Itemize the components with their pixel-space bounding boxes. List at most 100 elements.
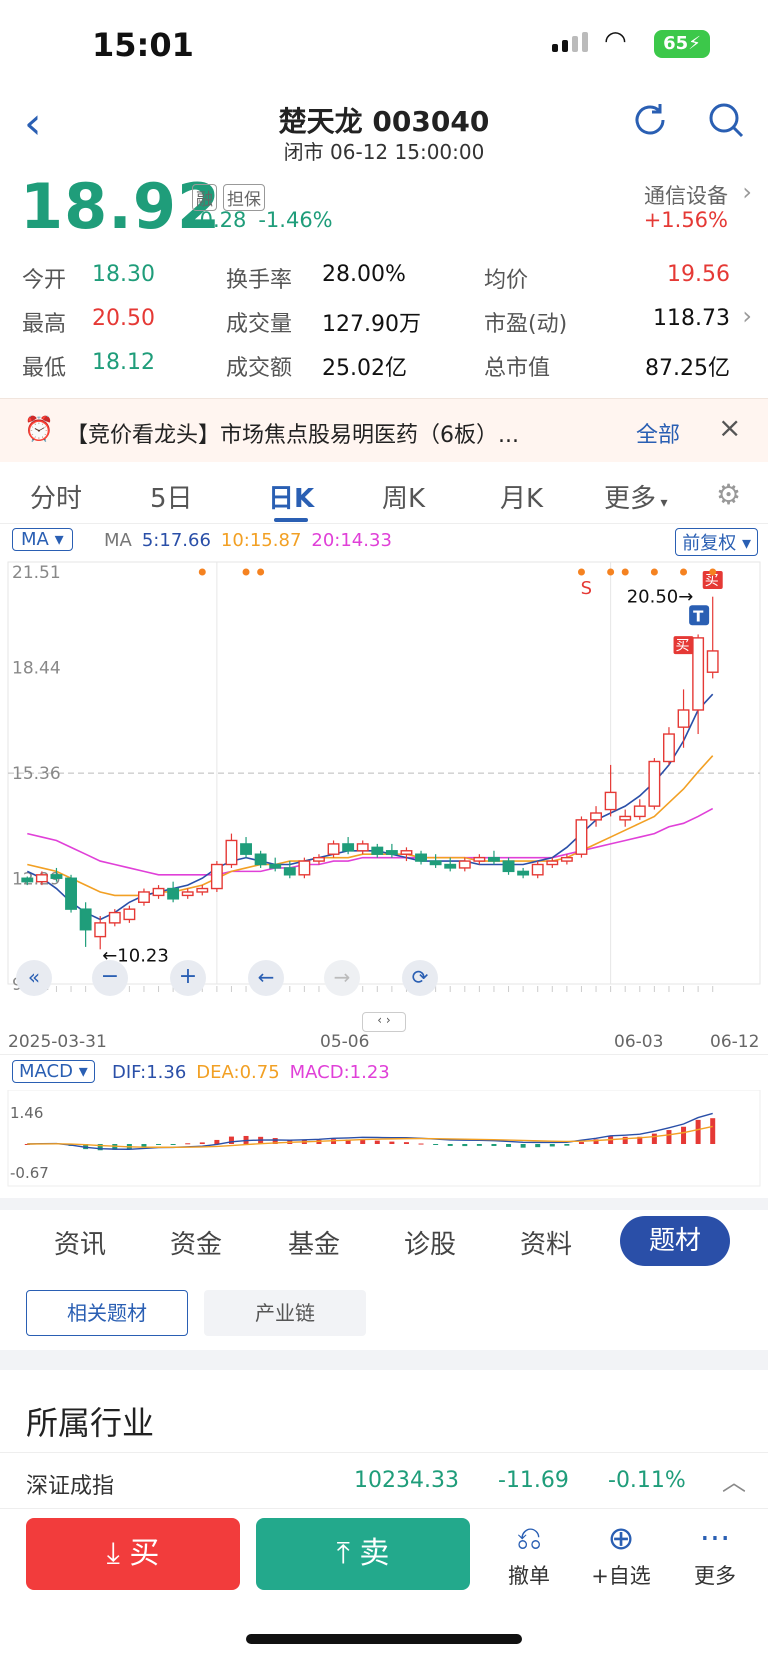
macd-dea: DEA:0.75 — [196, 1062, 280, 1083]
macd-ytick-bottom: -0.67 — [10, 1164, 49, 1182]
event-dot — [680, 568, 688, 576]
macd-bar — [331, 1139, 337, 1144]
back-icon[interactable]: ‹ — [24, 98, 42, 149]
tab-weekly-k[interactable]: 周K — [382, 484, 426, 514]
candle-body — [327, 843, 340, 855]
divider — [0, 1452, 768, 1453]
sell-button[interactable]: ⤒ 卖 — [256, 1518, 470, 1590]
event-dot — [650, 568, 658, 576]
wifi-icon: ◠ — [604, 26, 627, 56]
close-icon[interactable]: × — [718, 411, 742, 444]
tab-news[interactable]: 资讯 — [54, 1230, 107, 1260]
news-banner[interactable]: ⏰ 【竞价看龙头】市场焦点股易明医药（6板）... 全部 × — [0, 398, 768, 462]
rotate-screen-icon[interactable]: ⟳ — [402, 960, 438, 996]
minus-icon[interactable]: − — [92, 960, 128, 996]
turnover-rate-label: 换手率 — [226, 268, 293, 293]
macd-bar — [345, 1139, 351, 1144]
macd-bar — [403, 1142, 409, 1144]
candle-body — [692, 637, 705, 711]
more-button[interactable]: ··· 更多 — [680, 1518, 750, 1590]
tab-profile[interactable]: 资料 — [520, 1230, 573, 1260]
sector-change: +1.56% — [643, 208, 728, 232]
ma10-line — [27, 755, 714, 897]
candle-body — [167, 887, 180, 900]
more-dots-icon: ··· — [699, 1519, 731, 1557]
macd-bar — [681, 1126, 687, 1144]
macd-frame — [7, 1090, 761, 1187]
tab-funds[interactable]: 资金 — [170, 1230, 223, 1260]
news-all-link[interactable]: 全部 — [636, 423, 681, 448]
refresh-icon[interactable] — [630, 100, 670, 144]
macd-select[interactable]: MACD ▾ — [12, 1060, 95, 1083]
sell-label: 卖 — [359, 1536, 390, 1571]
ma-select[interactable]: MA ▾ — [12, 528, 73, 551]
arrow-right-icon[interactable]: → — [324, 960, 360, 996]
candle-body — [342, 843, 355, 852]
macd-bar — [593, 1139, 599, 1144]
chart-resize-handle[interactable]: ‹ › — [362, 1012, 406, 1032]
ma10-value: 10:15.87 — [220, 530, 302, 551]
tab-theme[interactable]: 题材 — [620, 1216, 730, 1266]
settings-icon[interactable]: ⚙ — [716, 478, 742, 511]
tab-diagnose[interactable]: 诊股 — [404, 1230, 457, 1260]
buy-button[interactable]: ⤓ 买 — [26, 1518, 240, 1590]
kline-chart-area[interactable]: MA ▾ MA 5:17.66 10:15.87 20:14.33 前复权 ▾ … — [0, 524, 768, 1200]
tab-monthly-k[interactable]: 月K — [500, 484, 544, 514]
add-watchlist-button[interactable]: ⊕ +自选 — [586, 1518, 656, 1590]
tab-active-indicator — [274, 518, 308, 522]
macd-bar — [374, 1140, 380, 1144]
battery-level: 65 — [663, 33, 689, 54]
x-label-0603: 06-03 — [614, 1032, 664, 1052]
macd-bar — [651, 1133, 657, 1144]
y-tick-label: 15.36 — [12, 764, 61, 784]
sector-name[interactable]: 通信设备 — [644, 184, 728, 208]
macd-bar — [228, 1136, 234, 1144]
macd-bar — [214, 1139, 220, 1144]
x-label-start: 2025-03-31 — [8, 1032, 107, 1052]
adjust-select[interactable]: 前复权 ▾ — [675, 528, 758, 556]
macd-select-label: MACD — [19, 1061, 73, 1082]
candle-body — [663, 733, 675, 763]
macd-bar — [506, 1144, 512, 1147]
y-tick-label: 21.51 — [12, 563, 61, 583]
tab-daily-k[interactable]: 日K — [268, 484, 315, 514]
related-themes-tab[interactable]: 相关题材 — [26, 1290, 188, 1336]
news-text[interactable]: 【竞价看龙头】市场焦点股易明医药（6板）... — [66, 423, 519, 448]
event-dot — [257, 568, 265, 576]
amount-value: 25.02亿 — [322, 356, 407, 381]
pe-value: 118.73 — [653, 306, 730, 331]
mcap-value: 87.25亿 — [645, 356, 730, 381]
macd-bar — [156, 1144, 162, 1145]
macd-bar — [418, 1143, 424, 1145]
tab-more[interactable]: 更多 ▾ — [604, 478, 668, 515]
kline-xaxis — [0, 1008, 768, 1009]
macd-ytick-top: 1.46 — [10, 1104, 44, 1122]
pe-label[interactable]: 市盈(动) — [484, 312, 568, 337]
chevron-up-icon[interactable]: ︿ — [722, 1468, 746, 1496]
zoom-out-icon[interactable]: « — [16, 960, 52, 996]
current-price: 18.92 — [20, 170, 222, 243]
index-name: 深证成指 — [26, 1474, 115, 1499]
tab-5day[interactable]: 5日 — [150, 484, 193, 514]
cancel-order-button[interactable]: ⎌ 撤单 — [494, 1518, 564, 1590]
industry-chain-tab[interactable]: 产业链 — [204, 1290, 366, 1336]
macd-bar — [360, 1139, 366, 1144]
arrow-left-icon[interactable]: ← — [248, 960, 284, 996]
macd-bar — [97, 1144, 103, 1151]
alarm-icon: ⏰ — [24, 415, 54, 443]
sell-signal: S — [581, 578, 592, 599]
tab-fund[interactable]: 基金 — [288, 1230, 341, 1260]
low-label: 最低 — [22, 356, 67, 381]
ma-select-label: MA — [21, 529, 49, 550]
adjust-label: 前复权 — [682, 533, 737, 554]
cellular-signal-icon — [552, 32, 588, 52]
search-icon[interactable] — [706, 100, 746, 144]
price-change: -0.28 — [192, 208, 247, 232]
macd-bar — [185, 1143, 191, 1145]
tab-intraday[interactable]: 分时 — [30, 484, 83, 514]
plus-icon[interactable]: + — [170, 960, 206, 996]
open-value: 18.30 — [92, 262, 155, 287]
event-dot — [607, 568, 615, 576]
avg-label: 均价 — [484, 268, 529, 293]
